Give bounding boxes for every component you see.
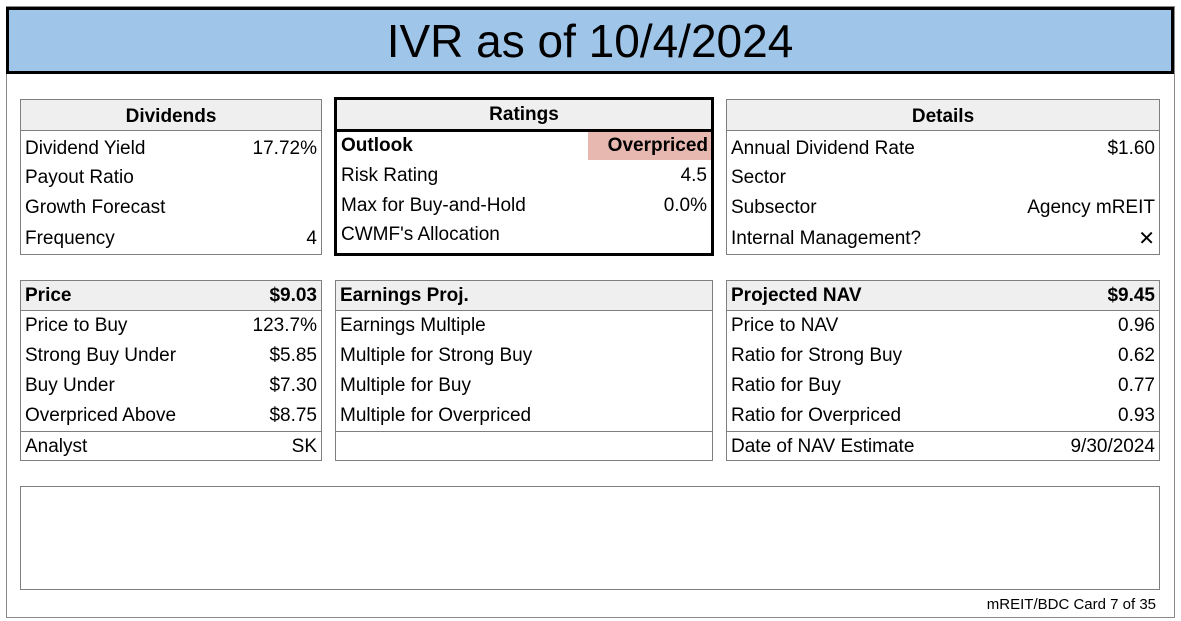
row-label: Multiple for Buy	[340, 375, 471, 396]
earnings-header: Earnings Proj.	[336, 281, 712, 311]
dividends-header: Dividends	[21, 100, 321, 131]
row-label: Frequency	[25, 228, 115, 249]
row-value: 17.72%	[252, 138, 317, 159]
outlook-row: Outlook Overpriced	[337, 132, 711, 160]
row-label: Price to NAV	[731, 315, 839, 336]
row-label: Strong Buy Under	[25, 345, 177, 366]
row-label: Multiple for Overpriced	[340, 405, 532, 426]
row-value: $1.60	[1107, 138, 1155, 159]
earnings-header-label: Earnings Proj.	[340, 285, 469, 306]
row-label: Dividend Yield	[25, 138, 146, 159]
subsector-row: Subsector Agency mREIT	[727, 193, 1159, 223]
ratio-strong-buy-row: Ratio for Strong Buy 0.62	[727, 341, 1159, 371]
earnings-blank-row	[336, 431, 712, 461]
row-label: Ratio for Overpriced	[731, 405, 902, 426]
row-value: 123.7%	[252, 315, 317, 336]
row-value: 0.62	[1118, 345, 1155, 366]
price-to-buy-row: Price to Buy 123.7%	[21, 311, 321, 341]
row-value: 9/30/2024	[1070, 436, 1155, 457]
row-value: $5.85	[269, 345, 317, 366]
row-label: Price to Buy	[25, 315, 128, 336]
price-to-nav-row: Price to NAV 0.96	[727, 311, 1159, 341]
row-value: SK	[291, 436, 317, 457]
nav-header-label: Projected NAV	[731, 285, 862, 306]
row-label: Payout Ratio	[25, 167, 134, 188]
internal-management-row: Internal Management? ✕	[727, 224, 1159, 254]
details-card: Details Annual Dividend Rate $1.60 Secto…	[726, 99, 1160, 255]
multiple-overpriced-row: Multiple for Overpriced	[336, 401, 712, 431]
row-value: 0.0%	[663, 195, 707, 216]
price-header: Price $9.03	[21, 281, 321, 311]
row-label: Growth Forecast	[25, 197, 166, 218]
dividends-card: Dividends Dividend Yield 17.72% Payout R…	[20, 99, 322, 255]
nav-header-value: $9.45	[1107, 285, 1155, 306]
payout-ratio-row: Payout Ratio	[21, 163, 321, 193]
nav-card: Projected NAV $9.45 Price to NAV 0.96 Ra…	[726, 280, 1160, 461]
max-buy-and-hold-row: Max for Buy-and-Hold 0.0%	[337, 191, 711, 221]
overpriced-above-row: Overpriced Above $8.75	[21, 401, 321, 431]
nav-date-row: Date of NAV Estimate 9/30/2024	[727, 431, 1159, 461]
row-label: Internal Management?	[731, 228, 922, 249]
row-label: CWMF's Allocation	[341, 224, 500, 245]
row-label: Multiple for Strong Buy	[340, 345, 533, 366]
row-value: 0.77	[1118, 375, 1155, 396]
ratings-header-label: Ratings	[489, 104, 559, 125]
earnings-multiple-row: Earnings Multiple	[336, 311, 712, 341]
analyst-row: Analyst SK	[21, 431, 321, 461]
details-header-label: Details	[911, 106, 975, 127]
dividend-yield-row: Dividend Yield 17.72%	[21, 134, 321, 164]
frequency-row: Frequency 4	[21, 224, 321, 254]
details-header: Details	[727, 100, 1159, 131]
row-label: Sector	[731, 167, 786, 188]
row-value: 4	[306, 228, 317, 249]
dividends-header-label: Dividends	[125, 106, 217, 127]
row-value: $7.30	[269, 375, 317, 396]
card-counter: mREIT/BDC Card 7 of 35	[986, 596, 1156, 613]
row-value: 0.93	[1118, 405, 1155, 426]
outlook-label: Outlook	[341, 135, 413, 156]
growth-forecast-row: Growth Forecast	[21, 193, 321, 223]
strong-buy-under-row: Strong Buy Under $5.85	[21, 341, 321, 371]
row-value: Agency mREIT	[1027, 197, 1155, 218]
row-value: 4.5	[680, 165, 707, 186]
earnings-card: Earnings Proj. Earnings Multiple Multipl…	[335, 280, 713, 461]
nav-header: Projected NAV $9.45	[727, 281, 1159, 311]
multiple-strong-buy-row: Multiple for Strong Buy	[336, 341, 712, 371]
row-label: Risk Rating	[341, 165, 439, 186]
annual-dividend-rate-row: Annual Dividend Rate $1.60	[727, 134, 1159, 164]
ratio-overpriced-row: Ratio for Overpriced 0.93	[727, 401, 1159, 431]
row-label: Date of NAV Estimate	[731, 436, 915, 457]
row-label: Max for Buy-and-Hold	[341, 195, 526, 216]
row-label: Analyst	[25, 436, 88, 457]
row-label: Buy Under	[25, 375, 115, 396]
ratings-divider	[337, 129, 711, 132]
ratings-card: Ratings Outlook Overpriced Risk Rating 4…	[334, 97, 714, 256]
row-value: $8.75	[269, 405, 317, 426]
row-label: Ratio for Strong Buy	[731, 345, 903, 366]
outlook-status-badge: Overpriced	[588, 132, 711, 160]
close-icon: ✕	[1138, 228, 1155, 250]
ratio-buy-row: Ratio for Buy 0.77	[727, 371, 1159, 401]
buy-under-row: Buy Under $7.30	[21, 371, 321, 401]
notes-box	[20, 486, 1160, 590]
row-label: Overpriced Above	[25, 405, 177, 426]
row-value: 0.96	[1118, 315, 1155, 336]
row-label: Ratio for Buy	[731, 375, 841, 396]
page-title: IVR as of 10/4/2024	[6, 7, 1174, 74]
cwmf-allocation-row: CWMF's Allocation	[337, 220, 711, 250]
risk-rating-row: Risk Rating 4.5	[337, 161, 711, 191]
price-header-label: Price	[25, 285, 72, 306]
row-label: Annual Dividend Rate	[731, 138, 915, 159]
price-header-value: $9.03	[269, 285, 317, 306]
row-label: Earnings Multiple	[340, 315, 486, 336]
card-frame	[6, 6, 1175, 618]
sector-row: Sector	[727, 163, 1159, 193]
row-label: Subsector	[731, 197, 817, 218]
ratings-header: Ratings	[337, 100, 711, 129]
multiple-buy-row: Multiple for Buy	[336, 371, 712, 401]
price-card: Price $9.03 Price to Buy 123.7% Strong B…	[20, 280, 322, 461]
